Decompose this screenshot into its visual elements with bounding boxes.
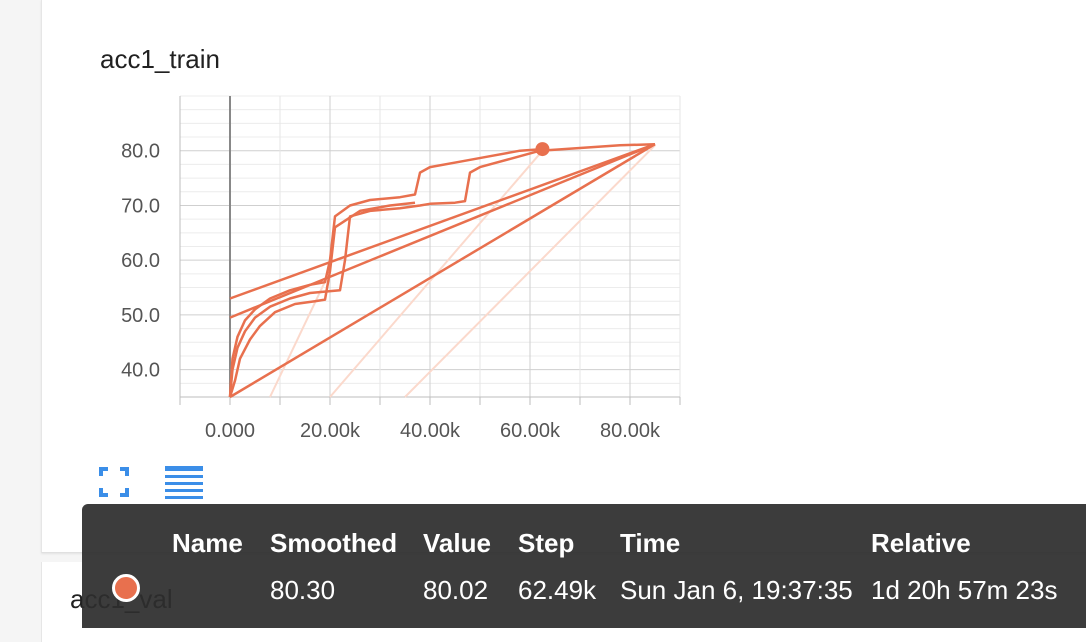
- tooltip-time: Sun Jan 6, 19:37:35: [620, 575, 853, 605]
- tooltip-header-step: Step: [518, 528, 575, 558]
- series-line: [228, 142, 656, 398]
- x-tick-label: 20.00k: [300, 420, 361, 442]
- card-title: acc1_train: [100, 44, 220, 74]
- tooltip-header-name: Name: [172, 528, 243, 558]
- x-tick-label: 60.00k: [500, 420, 561, 442]
- toggle-data-table-button[interactable]: [164, 464, 204, 500]
- chart-tooltip: Name Smoothed Value Step Time Relative 8…: [82, 504, 1086, 628]
- y-tick-label: 40.0: [121, 360, 160, 382]
- line-chart[interactable]: 40.0 50.0 60.0 70.0 80.0 0.000 20.00k 40.00k 60.…: [0, 0, 1086, 628]
- tooltip-header-smoothed: Smoothed: [270, 528, 398, 558]
- y-tick-label: 70.0: [121, 195, 160, 217]
- x-tick-label: 0.000: [205, 420, 255, 442]
- x-tick-label: 40.00k: [400, 420, 461, 442]
- tooltip-relative: 1d 20h 57m 23s: [871, 575, 1058, 605]
- series-line: [228, 201, 416, 398]
- tooltip-value: 80.02: [423, 575, 489, 605]
- fullscreen-icon: [99, 467, 129, 497]
- series-line: [229, 143, 656, 319]
- y-tick-label: 60.0: [121, 250, 160, 272]
- tooltip-header-value: Value: [423, 528, 491, 558]
- x-tick-label: 80.00k: [600, 420, 661, 442]
- scalar-card: [41, 0, 1086, 553]
- fullscreen-button[interactable]: [98, 466, 130, 498]
- series-line: [228, 147, 543, 398]
- y-tick-label: 80.0: [121, 141, 160, 163]
- series-line: [229, 143, 656, 399]
- tooltip-step: 62.49k: [518, 575, 597, 605]
- run-color-swatch: [112, 574, 140, 602]
- list-icon: [165, 466, 203, 499]
- series-line: [229, 143, 656, 300]
- tooltip-header-time: Time: [620, 528, 681, 558]
- hover-point: [535, 142, 550, 157]
- y-tick-label: 50.0: [121, 305, 160, 327]
- tooltip-smoothed-value: 80.30: [270, 575, 336, 605]
- tooltip-header-relative: Relative: [871, 528, 971, 558]
- raw-series-line: [404, 144, 656, 398]
